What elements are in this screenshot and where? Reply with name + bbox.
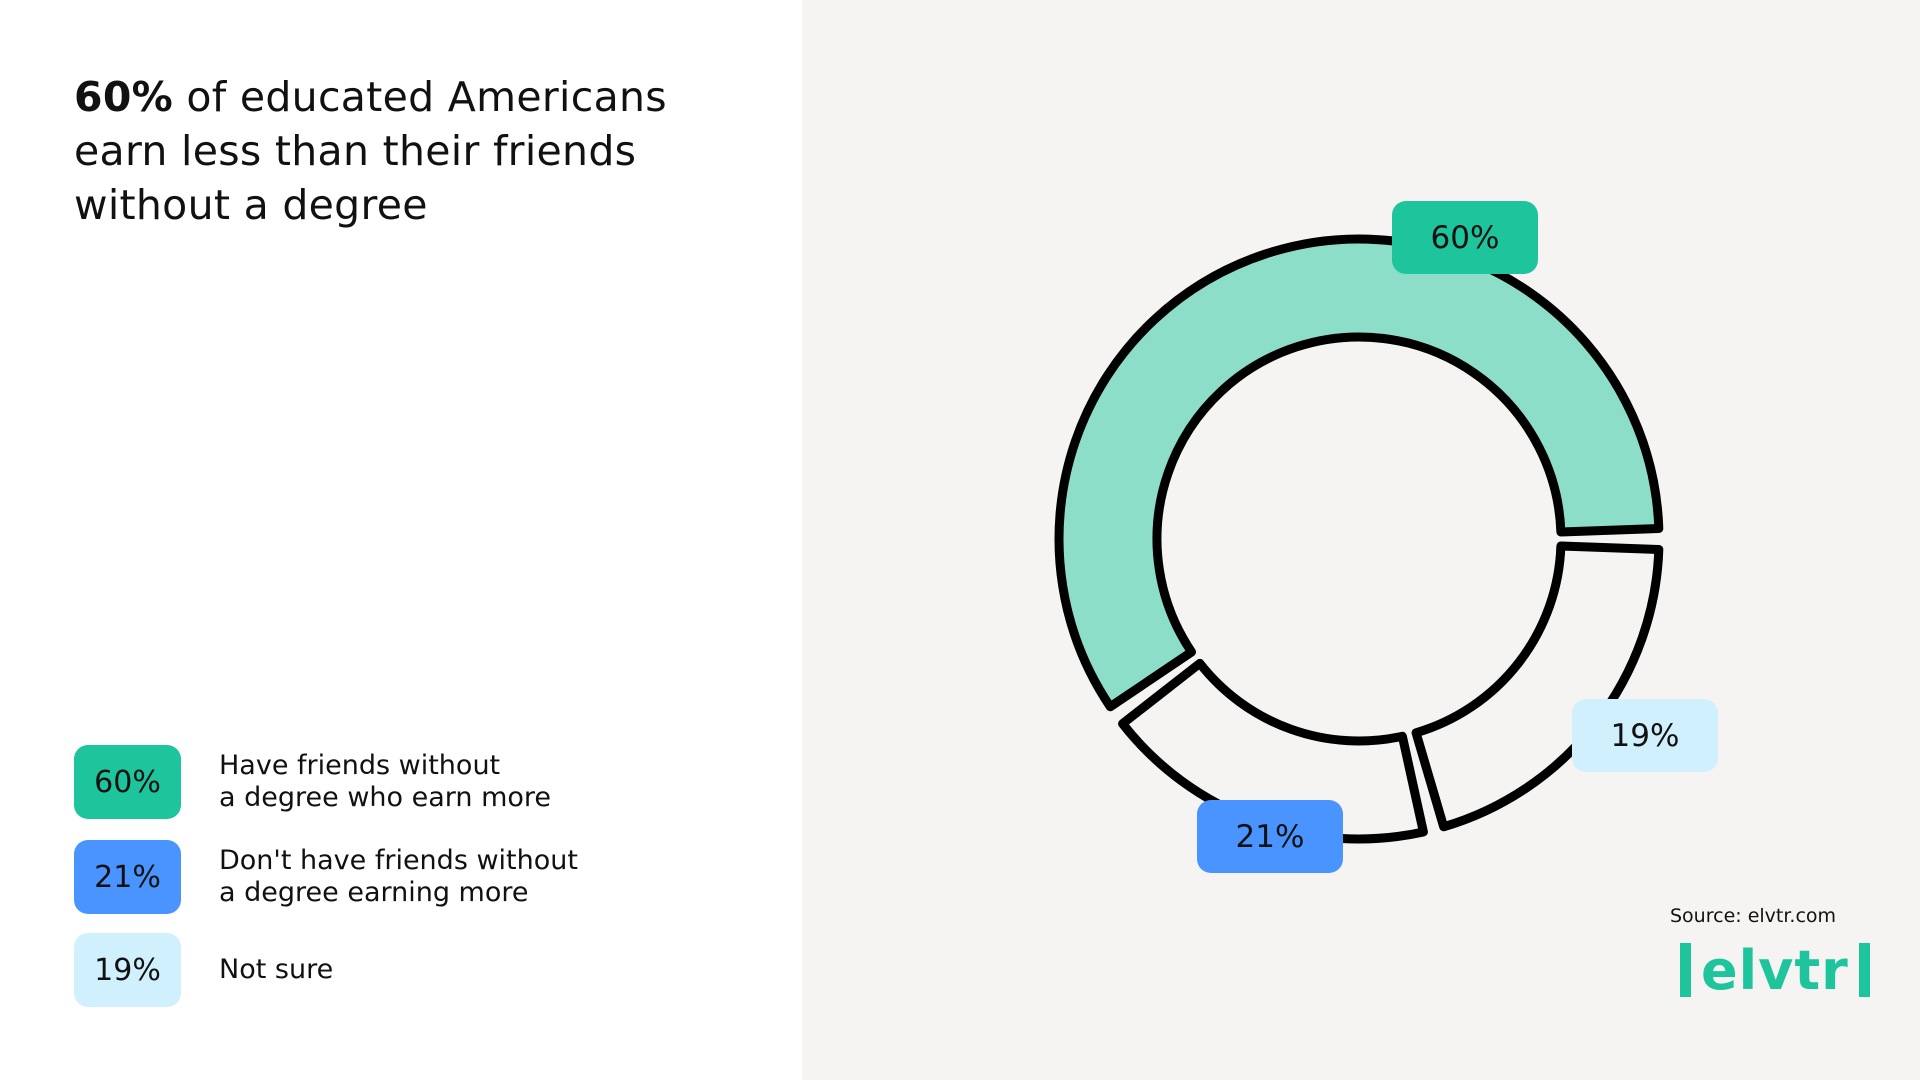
legend-item: 19% Not sure [74, 933, 333, 1007]
legend-badge: 19% [74, 933, 181, 1007]
title-highlight: 60% [74, 73, 174, 121]
source-text: Source: elvtr.com [1670, 905, 1837, 927]
data-label-60: 60% [1392, 201, 1538, 274]
legend-item: 21% Don't have friends without a degree … [74, 840, 578, 914]
donut-segment-60 [1054, 234, 1664, 712]
elvtr-logo: elvtr [1670, 939, 1880, 1002]
legend-text: Don't have friends without a degree earn… [219, 845, 578, 908]
legend-badge: 60% [74, 745, 181, 819]
legend-text: Have friends without a degree who earn m… [219, 750, 552, 813]
data-label-19: 19% [1572, 699, 1718, 772]
donut-segment-21 [1411, 541, 1664, 832]
legend-badge: 21% [74, 840, 181, 914]
legend-text: Not sure [219, 954, 334, 985]
data-label-21: 21% [1197, 800, 1343, 873]
legend-item: 60% Have friends without a degree who ea… [74, 745, 551, 819]
title-text: of educated Americans earn less than the… [74, 73, 667, 229]
chart-title: 60% of educated Americans earn less than… [74, 70, 754, 232]
